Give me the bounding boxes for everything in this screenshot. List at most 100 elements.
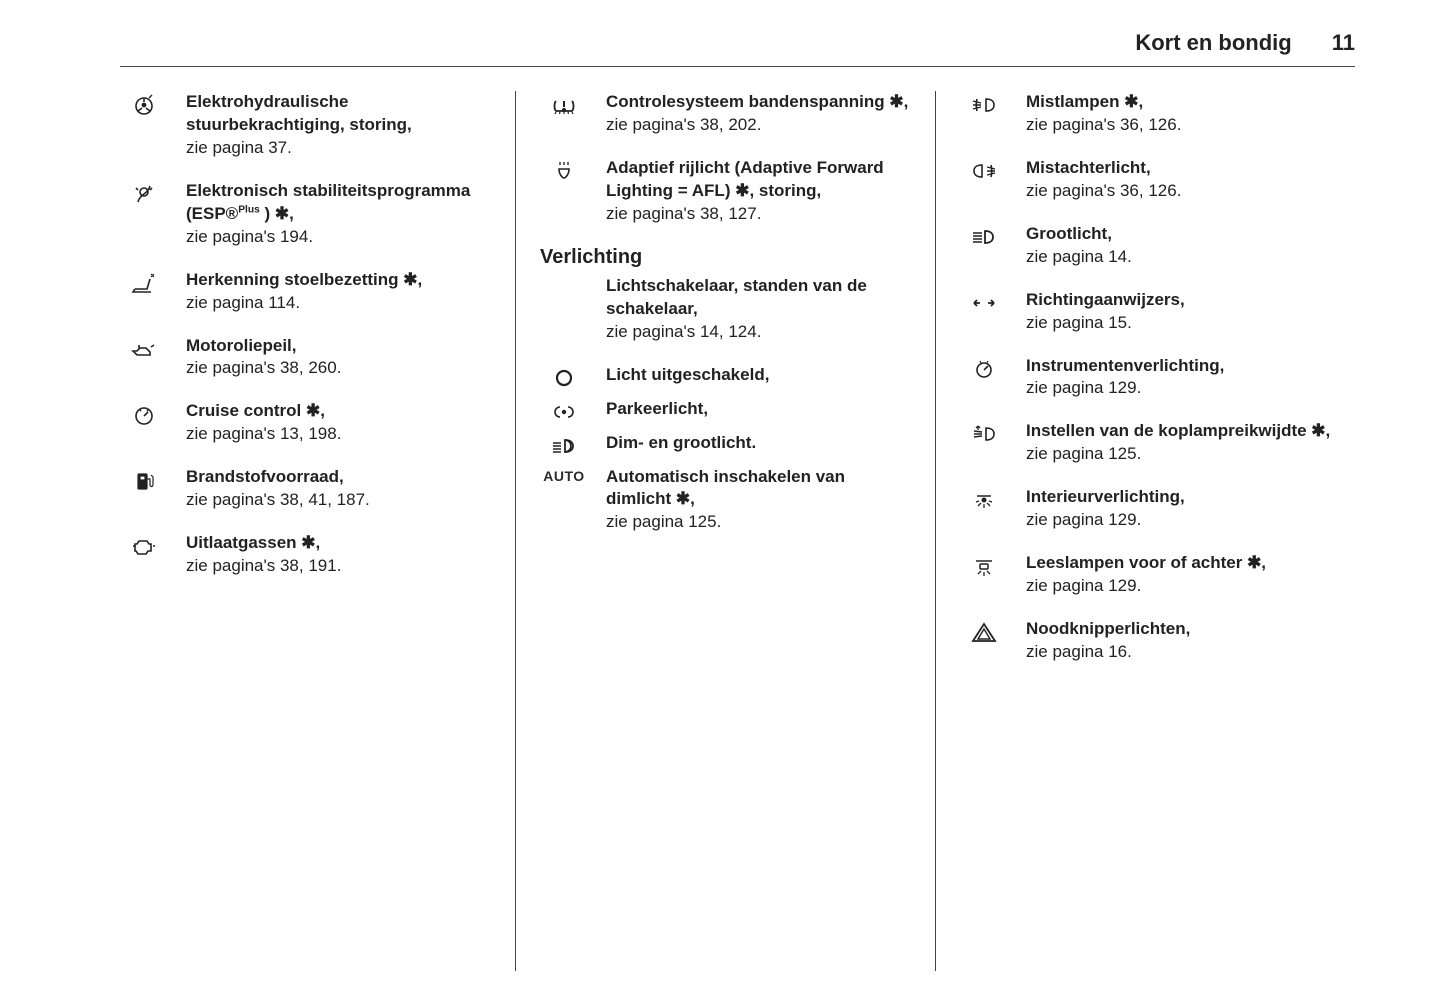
indicator-entry: Richtingaanwijzers, zie pagina 15. [960,289,1331,335]
entry-title: Elektrohydraulische stuurbekrachtiging, … [186,92,412,134]
entry-ref: zie pagina's 194. [186,227,313,246]
page-header: Kort en bondig 11 [120,30,1355,67]
entry-title: Interieurverlichting, [1026,487,1185,506]
hazard-icon [960,618,1008,644]
indicator-entry: Instrumentenverlichting,zie pagina 129. [960,355,1331,401]
entry-ref: zie pagina's 38, 191. [186,556,341,575]
entry-title: Grootlicht, [1026,224,1112,243]
entry-text: Grootlicht, zie pagina 14. [1026,223,1331,269]
indicator-entry: Brandstofvoorraad, zie pagina's 38, 41, 1… [120,466,491,512]
entry-text: Motoroliepeil, zie pagina's 38, 260. [186,335,491,381]
indicator-entry: Grootlicht, zie pagina 14. [960,223,1331,269]
indicator-entry: Controlesysteem bandenspanning ✱, zie pag… [540,91,911,137]
headrange-icon [960,420,1008,446]
entry-text: Instrumentenverlichting,zie pagina 129. [1026,355,1331,401]
entry-title: Lichtschakelaar, standen van de schakela… [606,276,867,318]
entry-title: Automatisch inschakelen van dimlicht ✱, [606,467,845,509]
entry-text: Leeslampen voor of achter ✱, zie pagina 1… [1026,552,1331,598]
entry-title: Cruise control ✱, [186,401,325,420]
entry-text: Mistlampen ✱, zie pagina's 36, 126. [1026,91,1331,137]
entry-title: Elektronisch stabiliteitsprogramma (ESP®… [186,181,470,223]
entry-title: Instellen van de koplampreikwijdte ✱, [1026,421,1330,440]
indicator-entry: Herkenning stoelbezetting ✱, zie pagina 1… [120,269,491,315]
entry-text: Licht uitgeschakeld, [606,364,911,387]
entry-ref: zie pagina's 13, 198. [186,424,341,443]
entry-ref: zie pagina 15. [1026,313,1132,332]
entry-ref: zie pagina 129. [1026,378,1141,397]
entry-text: Adaptief rijlicht (Adaptive Forward Ligh… [606,157,911,226]
indicator-entry: Interieurverlichting, zie pagina 129. [960,486,1331,532]
indicator-entry: Adaptief rijlicht (Adaptive Forward Ligh… [540,157,911,226]
entry-ref: zie pagina's 38, 127. [606,204,761,223]
entry-ref: zie pagina's 38, 202. [606,115,761,134]
indicator-entry: Dim- en grootlicht. [540,432,911,458]
indicator-entry: Licht uitgeschakeld, [540,364,911,390]
entry-text: Dim- en grootlicht. [606,432,911,455]
lighting-intro: Lichtschakelaar, standen van de schakela… [540,275,911,344]
fogfront-icon [960,91,1008,117]
entry-text: Noodknipperlichten, zie pagina 16. [1026,618,1331,664]
indicator-entry: Mistlampen ✱, zie pagina's 36, 126. [960,91,1331,137]
cruise-icon [120,400,168,426]
entry-title: Mistachterlicht, [1026,158,1151,177]
tpms-icon [540,91,588,117]
lowhigh-icon [540,432,588,458]
entry-ref: zie pagina 14. [1026,247,1132,266]
fogrear-icon [960,157,1008,183]
column-2: Controlesysteem bandenspanning ✱, zie pag… [515,91,935,971]
entry-ref: zie pagina 16. [1026,642,1132,661]
oil-icon [120,335,168,361]
esp-icon [120,180,168,206]
entry-ref: zie pagina 37. [186,138,292,157]
entry-ref: zie pagina 125. [606,512,721,531]
entry-ref: zie pagina's 38, 41, 187. [186,490,370,509]
column-3: Mistlampen ✱, zie pagina's 36, 126. Mistac… [935,91,1355,971]
indicator-entry: Leeslampen voor of achter ✱, zie pagina 1… [960,552,1331,598]
indicator-entry: Instellen van de koplampreikwijdte ✱,zie… [960,420,1331,466]
indicator-entry: Elektronisch stabiliteitsprogramma (ESP®… [120,180,491,249]
section-title: Kort en bondig [1135,30,1291,56]
entry-title: Noodknipperlichten, [1026,619,1190,638]
entry-text: Elektronisch stabiliteitsprogramma (ESP®… [186,180,491,249]
indicator-entry: AUTOAutomatisch inschakelen van dimlicht… [540,466,911,535]
steering-icon [120,91,168,117]
entry-title: Uitlaatgassen ✱, [186,533,320,552]
entry-title: Adaptief rijlicht (Adaptive Forward Ligh… [606,158,884,200]
entry-text: Uitlaatgassen ✱, zie pagina's 38, 191. [186,532,491,578]
interior-icon [960,486,1008,512]
entry-ref: zie pagina 129. [1026,576,1141,595]
content-columns: Elektrohydraulische stuurbekrachtiging, … [120,91,1355,971]
indicator-entry: Mistachterlicht,zie pagina's 36, 126. [960,157,1331,203]
entry-title: Herkenning stoelbezetting ✱, [186,270,422,289]
indicator-entry: Elektrohydraulische stuurbekrachtiging, … [120,91,491,160]
entry-text: Interieurverlichting, zie pagina 129. [1026,486,1331,532]
entry-ref: zie pagina 129. [1026,510,1141,529]
lighting-heading: Verlichting [540,246,911,269]
entry-title: Brandstofvoorraad, [186,467,344,486]
entry-title: Dim- en grootlicht. [606,433,756,452]
page-number: 11 [1332,30,1355,56]
entry-title: Controlesysteem bandenspanning ✱, [606,92,908,111]
entry-text: Herkenning stoelbezetting ✱, zie pagina 1… [186,269,491,315]
highbeam-icon [960,223,1008,249]
entry-text: Lichtschakelaar, standen van de schakela… [606,275,911,344]
column-1: Elektrohydraulische stuurbekrachtiging, … [120,91,515,971]
park-icon [540,398,588,424]
entry-title: Leeslampen voor of achter ✱, [1026,553,1266,572]
indicator-entry: Uitlaatgassen ✱, zie pagina's 38, 191. [120,532,491,578]
entry-text: Parkeerlicht, [606,398,911,421]
seat-icon [120,269,168,295]
entry-ref: zie pagina 114. [186,293,300,312]
exhaust-icon [120,532,168,558]
entry-title: Mistlampen ✱, [1026,92,1143,111]
entry-text: Cruise control ✱, zie pagina's 13, 198. [186,400,491,446]
entry-title: Motoroliepeil, [186,336,297,355]
entry-ref: zie pagina's 36, 126. [1026,115,1181,134]
entry-title: Richtingaanwijzers, [1026,290,1185,309]
entry-ref: zie pagina's 38, 260. [186,358,341,377]
entry-text: Controlesysteem bandenspanning ✱, zie pag… [606,91,911,137]
off-icon [540,364,588,390]
entry-text: Richtingaanwijzers, zie pagina 15. [1026,289,1331,335]
entry-ref: zie pagina's 14, 124. [606,322,761,341]
indicator-entry: Motoroliepeil, zie pagina's 38, 260. [120,335,491,381]
